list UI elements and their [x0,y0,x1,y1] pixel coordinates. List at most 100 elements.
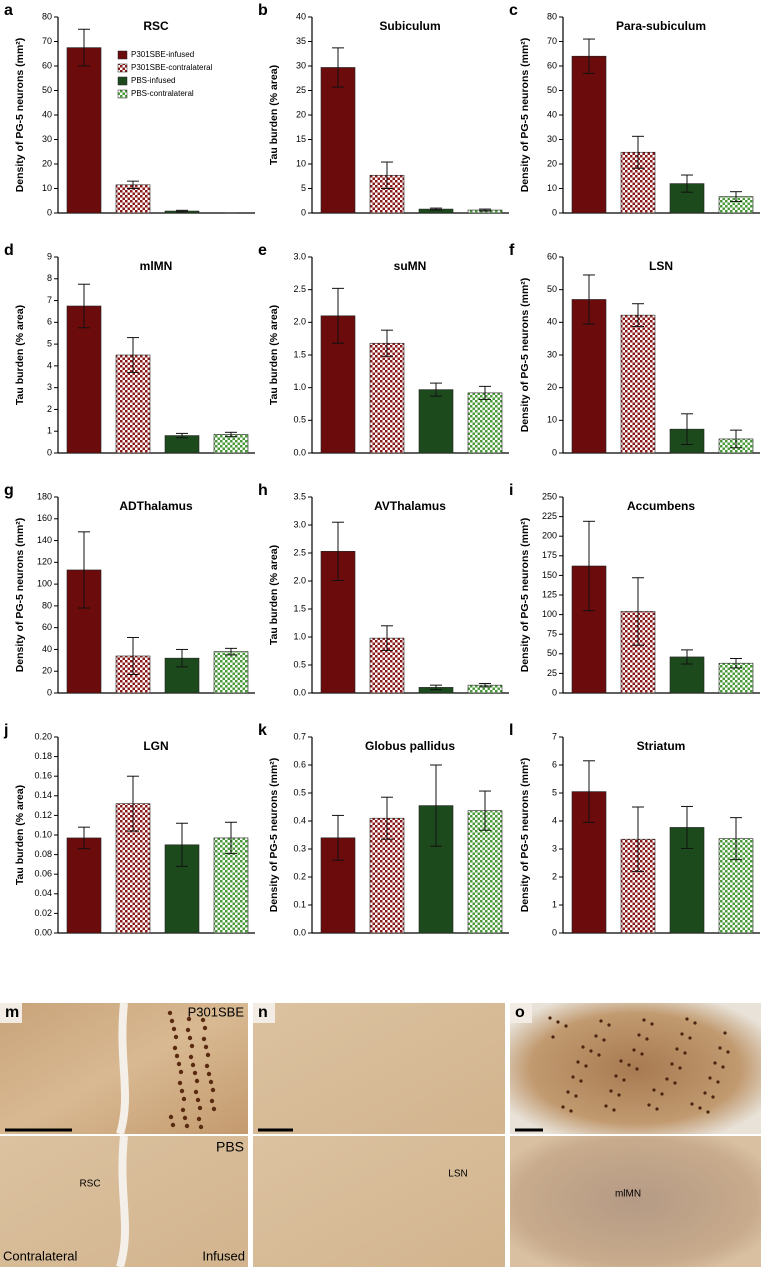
error-bar [632,135,644,169]
panel-label: g [4,482,14,499]
cell [208,1079,214,1085]
y-tick-label: 15 [296,134,306,144]
error-bar [730,658,742,669]
bar [66,47,102,214]
cell [640,1052,644,1056]
y-tick-label: 80 [42,600,52,610]
cell [172,1045,178,1051]
panel-label: f [509,242,515,259]
y-tick-label: 6 [552,759,557,769]
y-tick-label: 0.02 [34,908,52,918]
y-tick-label: 75 [547,629,557,639]
y-tick-label: 180 [37,491,52,501]
y-tick-label: 1.0 [293,382,306,392]
y-tick-label: 50 [547,648,557,658]
panel-label: o [515,1004,525,1021]
error-bar [78,283,90,329]
y-tick-label: 1 [47,426,52,436]
y-tick-label: 50 [547,85,557,95]
side-label: Contralateral [3,1248,78,1263]
cell [176,1061,182,1067]
midline [116,1135,130,1269]
cell [642,1018,646,1022]
bar [369,342,405,454]
y-tick-label: 0.10 [34,829,52,839]
cell [548,1016,552,1020]
y-tick-label: 0.00 [34,927,52,937]
y-tick-label: 0 [301,207,306,217]
y-tick-label: 0.0 [293,687,306,697]
error-bar [332,47,344,88]
y-tick-label: 25 [547,668,557,678]
cell [180,1107,186,1113]
error-bar [430,207,442,211]
panel-label: d [4,242,14,259]
y-tick-label: 0.1 [293,899,306,909]
chart-title: AVThalamus [374,499,446,513]
y-tick-label: 100 [542,609,557,619]
cell [612,1108,616,1112]
y-tick-label: 0.20 [34,731,52,741]
y-tick-label: 1.5 [293,349,306,359]
error-bar [78,28,90,67]
side-label: Infused [202,1248,245,1263]
condition-label: P301SBE [188,1004,245,1019]
cell [209,1098,215,1104]
cell [652,1088,656,1092]
cell [713,1061,717,1065]
cell [665,1077,669,1081]
y-tick-label: 80 [547,11,557,21]
error-bar [632,806,644,872]
panel-label: b [258,2,268,19]
y-axis-label: Density of PG-5 neurons (mm²) [519,758,531,913]
chart-title: Striatum [637,739,686,753]
condition-label: PBS [216,1139,244,1155]
bar [320,67,356,214]
y-axis-label: Tau burden (% area) [14,785,26,885]
y-tick-label: 30 [547,349,557,359]
y-tick-label: 50 [42,85,52,95]
error-bar [479,385,491,400]
cell [645,1037,649,1041]
cell [200,1017,206,1023]
legend-label: PBS-infused [131,76,175,85]
y-tick-label: 3 [552,843,557,853]
legend-swatch [117,63,128,73]
cell [203,1044,209,1050]
y-tick-label: 60 [42,622,52,632]
error-bar [225,431,237,438]
error-bar [127,180,139,189]
cell [561,1105,565,1109]
y-tick-label: 35 [296,36,306,46]
y-tick-label: 40 [547,317,557,327]
error-bar [583,274,595,325]
y-tick-label: 20 [547,158,557,168]
y-tick-label: 0.0 [293,927,306,937]
y-tick-label: 5 [301,183,306,193]
y-axis-label: Density of PG-5 neurons (mm²) [519,518,531,673]
error-bar [479,208,491,212]
cell [723,1031,727,1035]
cell [637,1033,641,1037]
cell [198,1124,204,1130]
cell [683,1051,687,1055]
region-label: mlMN [615,1189,641,1200]
error-bar [176,209,188,213]
y-tick-label: 3.0 [293,519,306,529]
cell [609,1089,613,1093]
bar [571,299,607,454]
y-tick-label: 0 [47,447,52,457]
cell [195,1097,201,1103]
bar [467,392,503,454]
bar [620,314,656,454]
y-tick-label: 60 [547,251,557,261]
legend-label: PBS-contralateral [131,89,194,98]
error-bar [583,520,595,612]
cell [614,1074,618,1078]
cell [579,1079,583,1083]
error-bar [583,760,595,823]
y-tick-label: 4 [47,360,52,370]
cell [196,1116,202,1122]
error-bar [730,817,742,861]
bar [213,651,249,694]
